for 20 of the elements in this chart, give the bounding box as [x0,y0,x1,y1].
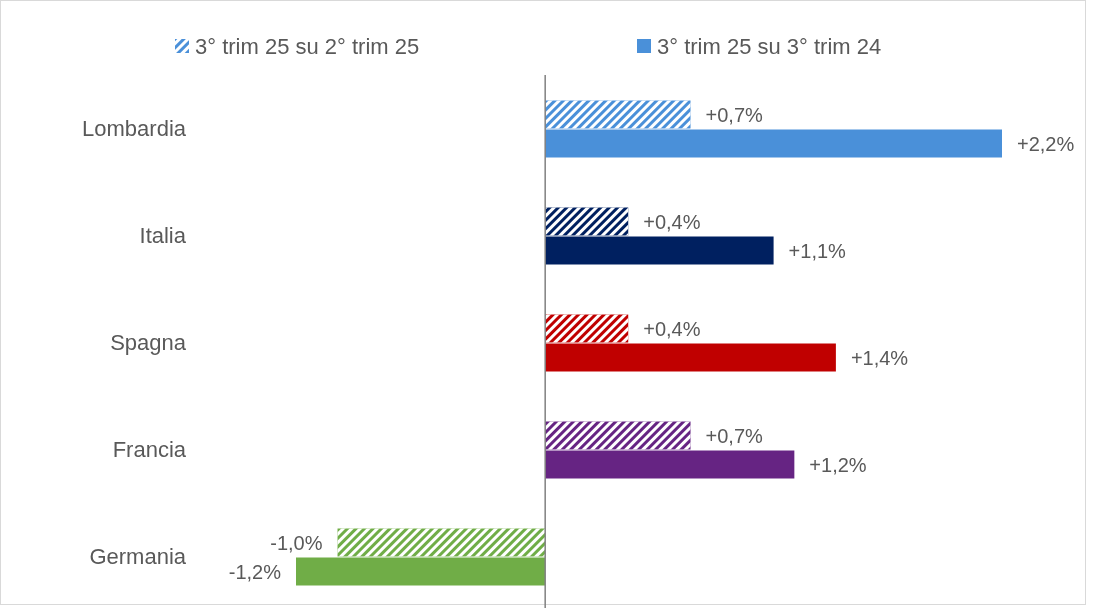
data-label: +0,4% [643,210,701,233]
legend-label: 3° trim 25 su 2° trim 25 [195,33,420,59]
legend-label: 3° trim 25 su 3° trim 24 [657,33,882,59]
data-label: +1,4% [850,346,909,369]
data-label: +2,2% [1017,132,1075,155]
data-label: +0,7% [705,424,764,447]
y-tick-label: Francia [112,437,187,462]
data-label: -1,0% [270,531,323,554]
bar [545,343,836,372]
data-label: -1,2% [228,560,282,583]
data-label: +0,4% [643,317,701,340]
data-label: +1,2% [809,453,867,476]
data-label: +0,7% [705,103,764,126]
bar [545,236,774,265]
bar [545,129,1002,158]
y-tick-label: Italia [139,223,187,248]
data-label: +1,1% [788,239,847,262]
y-tick-label: Spagna [110,330,187,355]
y-tick-label: Germania [89,544,187,569]
y-tick-label: Lombardia [82,116,187,141]
